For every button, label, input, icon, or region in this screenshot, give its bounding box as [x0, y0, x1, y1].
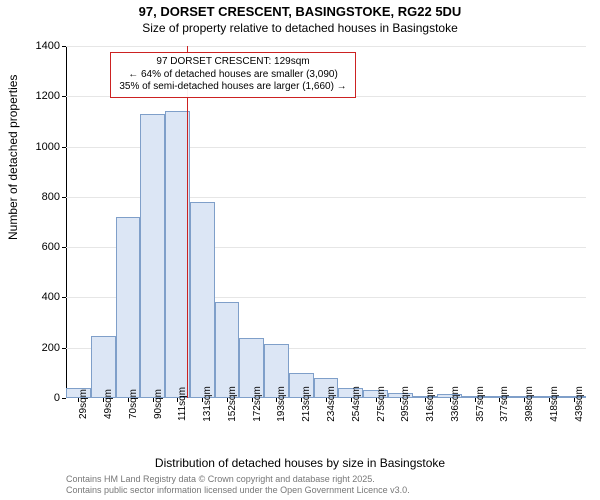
indicator-line	[187, 46, 188, 398]
title-line1: 97, DORSET CRESCENT, BASINGSTOKE, RG22 5…	[0, 4, 600, 19]
callout-box: 97 DORSET CRESCENT: 129sqm← 64% of detac…	[110, 52, 356, 98]
x-tick-label: 172sqm	[252, 386, 263, 422]
y-tick-label: 0	[54, 392, 60, 404]
y-tick-mark	[62, 247, 66, 248]
y-tick-mark	[62, 197, 66, 198]
x-tick-label: 90sqm	[153, 389, 164, 419]
title-line2: Size of property relative to detached ho…	[0, 21, 600, 35]
y-tick-label: 1200	[36, 90, 60, 102]
x-tick-label: 439sqm	[574, 386, 585, 422]
callout-line: ← 64% of detached houses are smaller (3,…	[117, 69, 349, 82]
x-tick-label: 152sqm	[227, 386, 238, 422]
title-block: 97, DORSET CRESCENT, BASINGSTOKE, RG22 5…	[0, 4, 600, 35]
y-tick-mark	[62, 297, 66, 298]
y-tick-label: 1400	[36, 40, 60, 52]
y-tick-mark	[62, 96, 66, 97]
footnote-line: Contains HM Land Registry data © Crown c…	[66, 474, 410, 485]
gridline	[66, 46, 586, 47]
histogram-bar	[190, 202, 215, 398]
x-tick-label: 316sqm	[425, 386, 436, 422]
footnote-line: Contains public sector information licen…	[66, 485, 410, 496]
y-tick-label: 400	[42, 291, 60, 303]
y-tick-mark	[62, 398, 66, 399]
x-tick-label: 193sqm	[276, 386, 287, 422]
x-tick-label: 131sqm	[202, 386, 213, 422]
y-tick-mark	[62, 348, 66, 349]
y-tick-mark	[62, 147, 66, 148]
x-tick-label: 49sqm	[103, 389, 114, 419]
y-tick-label: 1000	[36, 141, 60, 153]
plot-area: 020040060080010001200140029sqm49sqm70sqm…	[66, 46, 586, 398]
x-tick-label: 295sqm	[400, 386, 411, 422]
y-tick-label: 600	[42, 241, 60, 253]
x-tick-label: 275sqm	[376, 386, 387, 422]
histogram-bar	[140, 114, 165, 398]
x-tick-label: 70sqm	[128, 389, 139, 419]
footnote: Contains HM Land Registry data © Crown c…	[66, 474, 410, 496]
histogram-bar	[215, 302, 240, 398]
x-tick-label: 254sqm	[351, 386, 362, 422]
x-axis-label: Distribution of detached houses by size …	[0, 456, 600, 470]
x-tick-label: 357sqm	[475, 386, 486, 422]
x-tick-label: 336sqm	[450, 386, 461, 422]
callout-line: 97 DORSET CRESCENT: 129sqm	[117, 56, 349, 69]
x-tick-label: 377sqm	[499, 386, 510, 422]
y-axis-label: Number of detached properties	[6, 75, 20, 240]
x-tick-label: 213sqm	[301, 386, 312, 422]
x-tick-label: 398sqm	[524, 386, 535, 422]
callout-line: 35% of semi-detached houses are larger (…	[117, 81, 349, 94]
y-tick-mark	[62, 46, 66, 47]
histogram-bar	[116, 217, 141, 398]
y-tick-label: 200	[42, 342, 60, 354]
chart-root: 97, DORSET CRESCENT, BASINGSTOKE, RG22 5…	[0, 0, 600, 500]
x-tick-label: 234sqm	[326, 386, 337, 422]
x-tick-label: 29sqm	[78, 389, 89, 419]
x-tick-label: 418sqm	[549, 386, 560, 422]
y-tick-label: 800	[42, 191, 60, 203]
